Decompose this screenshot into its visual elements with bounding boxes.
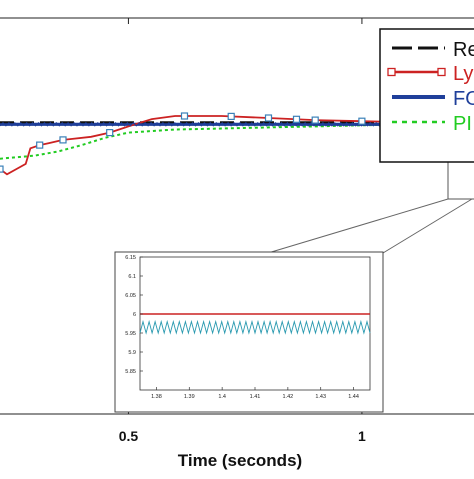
zoom-connector-right xyxy=(382,198,473,254)
inset-x-tick-label: 1.38 xyxy=(151,394,162,400)
series-marker-ly xyxy=(106,129,114,137)
legend-label-fo: FO xyxy=(453,88,474,110)
inset-x-tick-label: 1.41 xyxy=(250,394,261,400)
legend-entry-re: Re xyxy=(392,39,474,61)
zoom-connector-left xyxy=(267,198,449,254)
inset-y-tick-label: 5.85 xyxy=(125,369,136,375)
legend-marker-ly-1 xyxy=(387,67,396,77)
inset-x-tick-label: 1.44 xyxy=(348,394,359,400)
series-marker-ly xyxy=(311,116,319,124)
series-marker-ly xyxy=(0,165,4,173)
series-marker-ly xyxy=(59,136,67,144)
inset-x-tick-label: 1.42 xyxy=(282,394,293,400)
series-marker-ly xyxy=(264,114,273,122)
legend: Re Ly FO PI xyxy=(379,28,474,163)
legend-marker-ly-2 xyxy=(437,67,446,77)
legend-entry-ly: Ly xyxy=(387,63,473,85)
zoom-indicator xyxy=(267,154,474,254)
inset-y-ticks: 6.15 6.1 6.05 6 5.95 5.9 5.85 xyxy=(125,255,143,375)
legend-label-ly: Ly xyxy=(453,63,473,85)
inset-series-oscillating xyxy=(139,319,371,335)
inset-y-tick-label: 6.15 xyxy=(125,255,136,261)
inset-y-tick-label: 5.95 xyxy=(125,331,136,337)
series-marker-ly xyxy=(358,117,366,125)
series-marker-ly xyxy=(292,115,301,123)
x-tick-label: 0.5 xyxy=(119,428,139,444)
legend-entry-pi: PI xyxy=(392,113,472,135)
inset-y-tick-label: 6.1 xyxy=(128,274,136,280)
series-marker-ly xyxy=(227,112,235,121)
main-x-ticks: 0.5 1 xyxy=(119,18,366,444)
inset-axes xyxy=(139,256,371,391)
legend-label-pi: PI xyxy=(453,113,472,135)
inset-x-tick-label: 1.39 xyxy=(184,394,195,400)
legend-label-re: Re xyxy=(453,39,474,61)
series-marker-ly xyxy=(180,112,189,120)
inset-x-ticks: 1.38 1.39 1.4 1.41 1.42 1.43 1.44 xyxy=(151,387,359,400)
inset-y-tick-label: 6 xyxy=(133,312,136,318)
x-axis-label: Time (seconds) xyxy=(178,451,302,470)
inset-y-tick-label: 6.05 xyxy=(125,293,136,299)
x-tick-label: 1 xyxy=(358,428,366,444)
inset-x-tick-label: 1.43 xyxy=(315,394,326,400)
inset-series-group xyxy=(139,313,371,335)
inset-y-tick-label: 5.9 xyxy=(128,350,136,356)
legend-entry-fo: FO xyxy=(392,88,474,110)
inset-x-tick-label: 1.4 xyxy=(218,394,226,400)
series-marker-ly xyxy=(36,141,44,149)
